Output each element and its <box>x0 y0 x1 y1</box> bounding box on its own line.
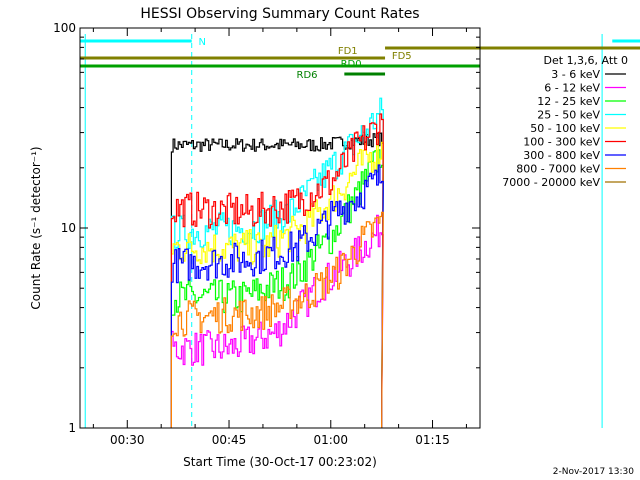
chart-title: HESSI Observing Summary Count Rates <box>140 6 419 22</box>
series-line <box>170 211 384 428</box>
flag-label-fd1: FD1 <box>338 46 358 57</box>
legend-header: Det 1,3,6, Att 0 <box>544 54 628 67</box>
flag-bars: N FD1 FD5 RD0 RD6 <box>80 37 640 81</box>
series-line <box>170 132 384 428</box>
legend-item-label: 6 - 12 keV <box>544 82 600 95</box>
legend-item-label: 7000 - 20000 keV <box>502 176 600 189</box>
footer-date: 2-Nov-2017 13:30 <box>553 467 635 477</box>
legend-item-label: 100 - 300 keV <box>523 136 600 149</box>
legend-item-label: 25 - 50 keV <box>537 109 600 122</box>
plot-frame <box>79 27 481 429</box>
y-axis: 1 10 100 <box>53 21 480 435</box>
series-line <box>170 164 384 428</box>
x-axis: 00:30 00:45 01:00 01:15 <box>92 28 467 447</box>
x-tick-label: 00:30 <box>110 433 145 447</box>
series-line <box>170 113 384 428</box>
legend-item-label: 800 - 7000 keV <box>516 163 600 176</box>
flag-label-rd0: RD0 <box>341 59 362 70</box>
series-line <box>170 149 384 428</box>
y-tick-label: 1 <box>68 421 76 435</box>
legend-item-label: 50 - 100 keV <box>530 122 600 135</box>
y-tick-label: 10 <box>61 221 76 235</box>
x-tick-label: 00:45 <box>212 433 247 447</box>
flag-label-fd5: FD5 <box>392 51 412 62</box>
series-line <box>170 139 384 428</box>
legend-item-label: 12 - 25 keV <box>537 95 600 108</box>
flag-label-n: N <box>199 37 206 48</box>
series-lines <box>170 97 384 428</box>
legend-item-label: 3 - 6 keV <box>551 68 600 81</box>
y-tick-label: 100 <box>53 21 76 35</box>
y-axis-label: Count Rate (s⁻¹ detector⁻¹) <box>29 146 43 309</box>
x-tick-label: 01:00 <box>313 433 348 447</box>
x-axis-label: Start Time (30-Oct-17 00:23:02) <box>183 455 377 469</box>
legend-item-label: 300 - 800 keV <box>523 149 600 162</box>
x-tick-label: 01:15 <box>415 433 450 447</box>
flag-label-rd6: RD6 <box>297 70 318 81</box>
